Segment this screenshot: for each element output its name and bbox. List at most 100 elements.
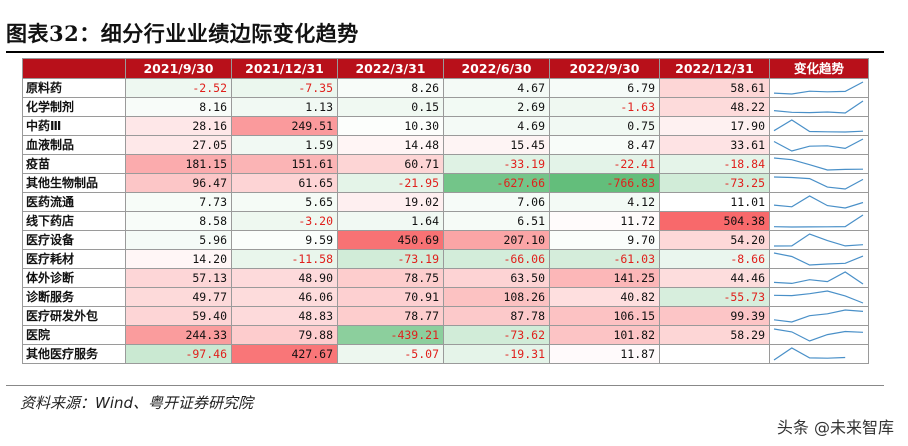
sparkline-line xyxy=(773,328,864,342)
page-title: 图表32：细分行业业绩边际变化趋势 xyxy=(6,21,359,46)
value-cell: 60.71 xyxy=(337,154,444,174)
trend-cell xyxy=(769,78,869,98)
sparkline-line xyxy=(773,119,864,133)
value-cell: 10.30 xyxy=(337,116,444,136)
header-trend: 变化趋势 xyxy=(769,58,869,79)
data-table: 2021/9/30 2021/12/31 2022/3/31 2022/6/30 202… xyxy=(22,58,869,364)
value-cell: 101.82 xyxy=(549,325,660,345)
value-cell: 49.77 xyxy=(125,287,232,307)
value-cell: 244.33 xyxy=(125,325,232,345)
header-date-2: 2021/12/31 xyxy=(231,58,338,79)
value-cell: 28.16 xyxy=(125,116,232,136)
value-cell: 54.20 xyxy=(659,230,770,250)
value-cell: 48.90 xyxy=(231,268,338,288)
value-cell: -1.63 xyxy=(549,97,660,117)
row-label: 中药Ⅲ xyxy=(22,116,126,136)
value-cell: 58.61 xyxy=(659,78,770,98)
trend-cell xyxy=(769,135,869,155)
value-cell: -73.62 xyxy=(443,325,550,345)
value-cell: 6.51 xyxy=(443,211,550,231)
header-date-4: 2022/6/30 xyxy=(443,58,550,79)
value-cell: 59.40 xyxy=(125,306,232,326)
row-label: 其他医疗服务 xyxy=(22,344,126,364)
value-cell: 4.12 xyxy=(549,192,660,212)
value-cell: 0.15 xyxy=(337,97,444,117)
table-row: 原料药 -2.52 -7.35 8.26 4.67 6.79 58.61 xyxy=(22,78,869,98)
value-cell: 14.20 xyxy=(125,249,232,269)
trend-cell xyxy=(769,344,869,364)
value-cell: -97.46 xyxy=(125,344,232,364)
row-label: 血液制品 xyxy=(22,135,126,155)
sparkline-line xyxy=(773,252,864,266)
row-label: 诊断服务 xyxy=(22,287,126,307)
sparkline-line xyxy=(773,347,846,361)
value-cell: 5.65 xyxy=(231,192,338,212)
value-cell: 17.90 xyxy=(659,116,770,136)
sparkline-line xyxy=(773,100,864,114)
value-cell: 9.70 xyxy=(549,230,660,250)
value-cell: 504.38 xyxy=(659,211,770,231)
value-cell: 61.65 xyxy=(231,173,338,193)
value-cell: 7.73 xyxy=(125,192,232,212)
header-date-3: 2022/3/31 xyxy=(337,58,444,79)
table-row: 医药流通 7.73 5.65 19.02 7.06 4.12 11.01 xyxy=(22,192,869,212)
sparkline-line xyxy=(773,157,864,171)
trend-cell xyxy=(769,268,869,288)
value-cell: 33.61 xyxy=(659,135,770,155)
table-row: 其他生物制品 96.47 61.65 -21.95 -627.66 -766.83 -73.… xyxy=(22,173,869,193)
sparkline-chart xyxy=(773,233,864,247)
value-cell: -5.07 xyxy=(337,344,444,364)
trend-cell xyxy=(769,97,869,117)
value-cell: -55.73 xyxy=(659,287,770,307)
sparkline-chart xyxy=(773,157,864,171)
table-row: 医疗设备 5.96 9.59 450.69 207.10 9.70 54.20 xyxy=(22,230,869,250)
value-cell: -33.19 xyxy=(443,154,550,174)
value-cell xyxy=(659,344,770,364)
trend-cell xyxy=(769,230,869,250)
value-cell: 27.05 xyxy=(125,135,232,155)
value-cell: 9.59 xyxy=(231,230,338,250)
table-row: 医院 244.33 79.88 -439.21 -73.62 101.82 58.29 xyxy=(22,325,869,345)
row-label: 医疗研发外包 xyxy=(22,306,126,326)
value-cell: -66.06 xyxy=(443,249,550,269)
trend-cell xyxy=(769,306,869,326)
value-cell: 48.83 xyxy=(231,306,338,326)
value-cell: 4.69 xyxy=(443,116,550,136)
trend-cell xyxy=(769,192,869,212)
sparkline-chart xyxy=(773,195,864,209)
value-cell: 151.61 xyxy=(231,154,338,174)
sparkline-chart xyxy=(773,271,864,285)
row-label: 原料药 xyxy=(22,78,126,98)
row-label: 体外诊断 xyxy=(22,268,126,288)
value-cell: 19.02 xyxy=(337,192,444,212)
sparkline-chart xyxy=(773,214,864,228)
trend-cell xyxy=(769,211,869,231)
row-label: 医疗耗材 xyxy=(22,249,126,269)
row-label: 疫苗 xyxy=(22,154,126,174)
sparkline-line xyxy=(773,138,864,152)
sparkline-chart xyxy=(773,347,846,361)
sparkline-line xyxy=(773,195,864,209)
sparkline-line xyxy=(773,176,864,190)
table-row: 体外诊断 57.13 48.90 78.75 63.50 141.25 44.46 xyxy=(22,268,869,288)
table-row: 医疗研发外包 59.40 48.83 78.77 87.78 106.15 99.39 xyxy=(22,306,869,326)
sparkline-chart xyxy=(773,328,864,342)
value-cell: -19.31 xyxy=(443,344,550,364)
value-cell: 5.96 xyxy=(125,230,232,250)
row-label: 医院 xyxy=(22,325,126,345)
sparkline-line xyxy=(773,233,864,247)
header-date-1: 2021/9/30 xyxy=(125,58,232,79)
value-cell: -439.21 xyxy=(337,325,444,345)
value-cell: 78.77 xyxy=(337,306,444,326)
value-cell: -627.66 xyxy=(443,173,550,193)
trend-cell xyxy=(769,325,869,345)
value-cell: 450.69 xyxy=(337,230,444,250)
trend-cell xyxy=(769,249,869,269)
value-cell: 63.50 xyxy=(443,268,550,288)
value-cell: -766.83 xyxy=(549,173,660,193)
sparkline-line xyxy=(773,271,864,285)
trend-cell xyxy=(769,287,869,307)
value-cell: 44.46 xyxy=(659,268,770,288)
row-label: 其他生物制品 xyxy=(22,173,126,193)
sparkline-chart xyxy=(773,138,864,152)
